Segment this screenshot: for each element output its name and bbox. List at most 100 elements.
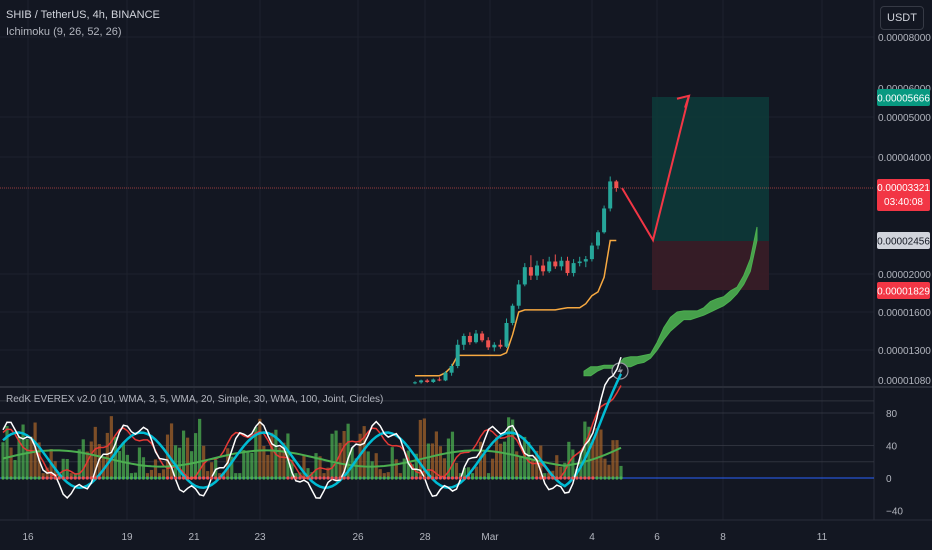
osc-state-dot xyxy=(141,476,146,480)
osc-bar xyxy=(494,437,499,478)
osc-bar xyxy=(362,426,366,478)
osc-bar xyxy=(410,464,414,478)
osc-bar xyxy=(350,447,354,478)
time-tick-label: 4 xyxy=(589,532,595,543)
osc-state-dot xyxy=(198,476,202,480)
kijun-path xyxy=(415,239,617,377)
time-axis[interactable]: 16 19 21 23 26 28 Mar 4 6 8 11 xyxy=(22,532,827,543)
osc-bar xyxy=(454,462,459,478)
osc-state-dot xyxy=(97,476,101,480)
osc-state-dot xyxy=(378,476,382,480)
osc-state-dot xyxy=(165,476,170,480)
osc-state-dot xyxy=(73,476,77,480)
osc-state-dot xyxy=(53,476,57,480)
oscillator-axis[interactable]: 80 40 0 −40 xyxy=(886,409,903,518)
osc-bar xyxy=(21,424,25,478)
osc-state-dot xyxy=(599,476,603,480)
current-price-label: 0.00003321 xyxy=(877,183,930,194)
everex-legend[interactable]: RedK EVEREX v2.0 (10, WMA, 3, 5, WMA, 20… xyxy=(6,394,384,405)
candle-body xyxy=(474,333,478,343)
osc-bar xyxy=(230,456,234,478)
osc-bar xyxy=(294,473,298,478)
osc-bar xyxy=(310,472,314,478)
osc-bar xyxy=(322,473,326,478)
osc-state-dot xyxy=(298,476,302,480)
osc-state-dot xyxy=(206,476,210,480)
cloud-band xyxy=(583,226,758,377)
osc-bar xyxy=(1,442,5,478)
osc-state-dot xyxy=(390,476,394,480)
osc-state-dot xyxy=(218,476,222,480)
ichimoku-cloud xyxy=(583,226,758,377)
osc-state-dot xyxy=(181,476,186,480)
osc-bar xyxy=(109,416,113,478)
osc-state-dot xyxy=(57,476,61,480)
osc-state-dot xyxy=(157,476,162,480)
osc-state-dot xyxy=(438,476,443,480)
osc-bar xyxy=(486,473,491,478)
osc-state-dot xyxy=(575,476,579,480)
osc-state-dot xyxy=(406,476,410,480)
candle-body xyxy=(510,305,515,323)
osc-bar xyxy=(262,445,266,478)
osc-state-dot xyxy=(246,476,250,480)
osc-state-dot xyxy=(394,476,398,480)
osc-state-dot xyxy=(422,476,426,480)
osc-bar xyxy=(442,458,447,478)
osc-bar xyxy=(222,472,226,478)
osc-bar xyxy=(583,421,587,478)
osc-bar xyxy=(198,418,202,478)
osc-state-dot xyxy=(342,476,346,480)
osc-bar xyxy=(306,468,310,478)
profit-zone[interactable] xyxy=(652,97,769,241)
osc-state-dot xyxy=(282,476,286,480)
osc-state-dot xyxy=(194,476,198,480)
osc-state-dot xyxy=(326,476,330,480)
target-price-badge: 0.00005666 xyxy=(877,89,930,106)
osc-bar xyxy=(77,449,81,478)
ichimoku-legend[interactable]: Ichimoku (9, 26, 52, 26) xyxy=(6,26,122,38)
osc-state-dot xyxy=(366,476,370,480)
osc-bar xyxy=(414,453,418,478)
osc-state-dot xyxy=(354,476,358,480)
osc-state-dot xyxy=(286,476,290,480)
candle-body xyxy=(443,372,448,381)
osc-state-dot xyxy=(302,476,306,480)
candle-body xyxy=(571,263,576,274)
osc-bar xyxy=(61,458,65,478)
osc-state-dot xyxy=(294,476,298,480)
osc-state-dot xyxy=(25,476,29,480)
osc-state-dot xyxy=(177,476,182,480)
projection-arrow[interactable] xyxy=(621,94,691,243)
osc-state-dot xyxy=(17,476,21,480)
currency-button[interactable]: USDT xyxy=(880,6,924,30)
time-tick-label: 23 xyxy=(254,532,266,543)
osc-bar xyxy=(595,428,599,478)
osc-state-dot xyxy=(185,476,190,480)
osc-state-dot xyxy=(274,476,278,480)
osc-state-dot xyxy=(462,476,467,480)
osc-bar xyxy=(330,433,334,478)
osc-bar xyxy=(153,459,158,478)
osc-bar xyxy=(125,454,130,478)
osc-state-dot xyxy=(519,476,523,480)
osc-state-dot xyxy=(523,476,527,480)
osc-state-dot xyxy=(242,476,246,480)
osc-state-dot xyxy=(190,476,194,480)
osc-state-dot xyxy=(101,476,105,480)
osc-bar xyxy=(615,440,619,478)
osc-state-dot xyxy=(322,476,326,480)
osc-state-dot xyxy=(466,476,471,480)
osc-state-dot xyxy=(93,476,97,480)
osc-state-dot xyxy=(133,476,138,480)
time-tick-label: 19 xyxy=(121,532,133,543)
projection-arrow-line xyxy=(621,95,690,243)
osc-state-dot xyxy=(29,476,33,480)
candle-body xyxy=(553,261,558,267)
osc-state-dot xyxy=(539,476,543,480)
flash-icon[interactable] xyxy=(611,362,629,380)
osc-state-dot xyxy=(587,476,591,480)
osc-state-dot xyxy=(77,476,81,480)
symbol-title[interactable]: SHIB / TetherUS, 4h, BINANCE xyxy=(6,9,160,21)
osc-bar xyxy=(382,473,386,478)
